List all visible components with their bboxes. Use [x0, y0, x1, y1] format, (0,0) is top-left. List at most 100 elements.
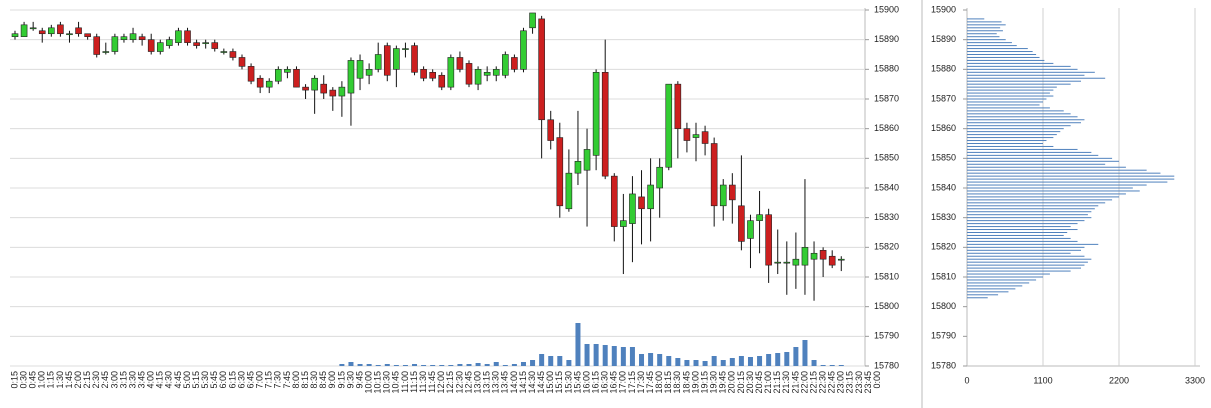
profile-bar — [967, 54, 1037, 55]
profile-bar — [967, 145, 1054, 147]
y-tick-label: 15780 — [874, 360, 899, 370]
x-tick-label: 3300 — [1185, 375, 1205, 385]
x-tick-label: 14:15 — [518, 371, 528, 394]
x-tick-label: 13:30 — [491, 371, 501, 394]
volume-bar — [729, 358, 735, 366]
volume-bar — [711, 356, 717, 366]
y-tick-label: 15840 — [874, 182, 899, 192]
candle-body — [211, 42, 219, 49]
x-tick-label: 19:45 — [718, 371, 728, 394]
candle-body — [365, 69, 373, 76]
x-tick-label: 0:45 — [28, 371, 38, 389]
candle-body — [374, 54, 382, 70]
candle-body — [229, 51, 237, 58]
profile-bar — [967, 229, 1078, 231]
y-tick-label: 15810 — [931, 271, 956, 281]
volume-bar — [530, 360, 536, 366]
profile-bar — [967, 74, 1085, 76]
profile-bar — [967, 190, 1140, 192]
y-tick-label: 15880 — [931, 64, 956, 74]
volume-bar — [757, 356, 763, 366]
volume-bar — [720, 360, 726, 366]
profile-bar — [967, 77, 1106, 79]
x-tick-label: 16:15 — [590, 371, 600, 394]
x-tick-label: 10:45 — [391, 371, 401, 394]
volume-bar — [802, 340, 808, 366]
profile-bar — [967, 143, 1043, 144]
volume-bar — [357, 364, 363, 366]
candle-body — [320, 83, 328, 94]
volume-bar — [675, 358, 681, 366]
volume-bar — [666, 356, 672, 366]
candle-body — [710, 143, 718, 207]
y-tick-label: 15850 — [931, 153, 956, 163]
profile-bar — [967, 166, 1126, 168]
candle-body — [701, 131, 709, 144]
x-tick-label: 15:00 — [545, 371, 555, 394]
volume-bar — [684, 360, 690, 366]
x-tick-label: 23:30 — [854, 371, 864, 394]
candle-body — [792, 258, 800, 266]
candle-body — [93, 36, 101, 55]
profile-bar — [967, 89, 1054, 91]
profile-bar — [967, 232, 1068, 233]
profile-bar — [967, 202, 1106, 204]
profile-bar — [967, 208, 1095, 210]
profile-bar — [967, 297, 988, 299]
profile-bar — [967, 59, 1045, 61]
x-tick-label: 1:45 — [64, 371, 74, 389]
x-tick-label: 19:00 — [690, 371, 700, 394]
volume-bar — [738, 356, 744, 366]
volume-bar — [557, 356, 563, 366]
profile-bar — [967, 282, 1030, 284]
x-tick-label: 1:15 — [46, 371, 56, 389]
x-tick-label: 6:00 — [218, 371, 228, 389]
candle-body — [447, 57, 455, 88]
x-tick-label: 10:30 — [382, 371, 392, 394]
profile-bar — [967, 258, 1092, 260]
profile-bar — [967, 36, 1000, 38]
x-tick-label: 23:45 — [863, 371, 873, 394]
candle-body — [747, 220, 754, 239]
x-tick-label: 12:15 — [445, 371, 455, 394]
volume-bar — [466, 364, 472, 366]
x-tick-label: 0:00 — [872, 371, 882, 389]
x-tick-label: 2:30 — [91, 371, 101, 389]
profile-bar — [967, 217, 1092, 219]
candle-body — [656, 166, 663, 189]
volume-bar — [611, 346, 617, 366]
volume-bar — [775, 353, 781, 366]
candle-body — [402, 48, 409, 50]
candle-body — [556, 137, 564, 207]
y-tick-label: 15880 — [874, 64, 899, 74]
profile-bar — [967, 140, 1047, 142]
x-tick-label: 21:45 — [790, 371, 800, 394]
volume-bar — [375, 365, 381, 366]
x-tick-label: 1100 — [1033, 375, 1052, 385]
candle-body — [438, 74, 446, 88]
x-tick-label: 16:00 — [581, 371, 591, 394]
profile-bar — [967, 45, 1017, 47]
candle-body — [66, 33, 73, 36]
x-tick-label: 18:00 — [654, 371, 664, 394]
volume-bar — [602, 345, 608, 366]
profile-bar — [967, 187, 1133, 189]
volume-bar — [484, 364, 490, 366]
profile-bar — [967, 116, 1078, 118]
x-tick-label: 13:45 — [500, 371, 510, 394]
y-tick-label: 15890 — [931, 34, 956, 44]
volume-bar — [838, 365, 844, 366]
profile-bar — [967, 104, 1040, 106]
profile-bar — [967, 193, 1126, 195]
x-tick-label: 2200 — [1109, 375, 1129, 385]
y-tick-label: 15870 — [931, 93, 956, 103]
candle-body — [738, 205, 745, 242]
x-tick-label: 17:15 — [627, 371, 637, 394]
volume-bar — [548, 356, 554, 366]
profile-bar — [967, 243, 1099, 245]
candle-body — [338, 86, 346, 97]
candle-body — [393, 48, 400, 70]
profile-bar — [967, 33, 997, 35]
volume-bar — [348, 362, 354, 366]
candle-body — [610, 175, 618, 227]
